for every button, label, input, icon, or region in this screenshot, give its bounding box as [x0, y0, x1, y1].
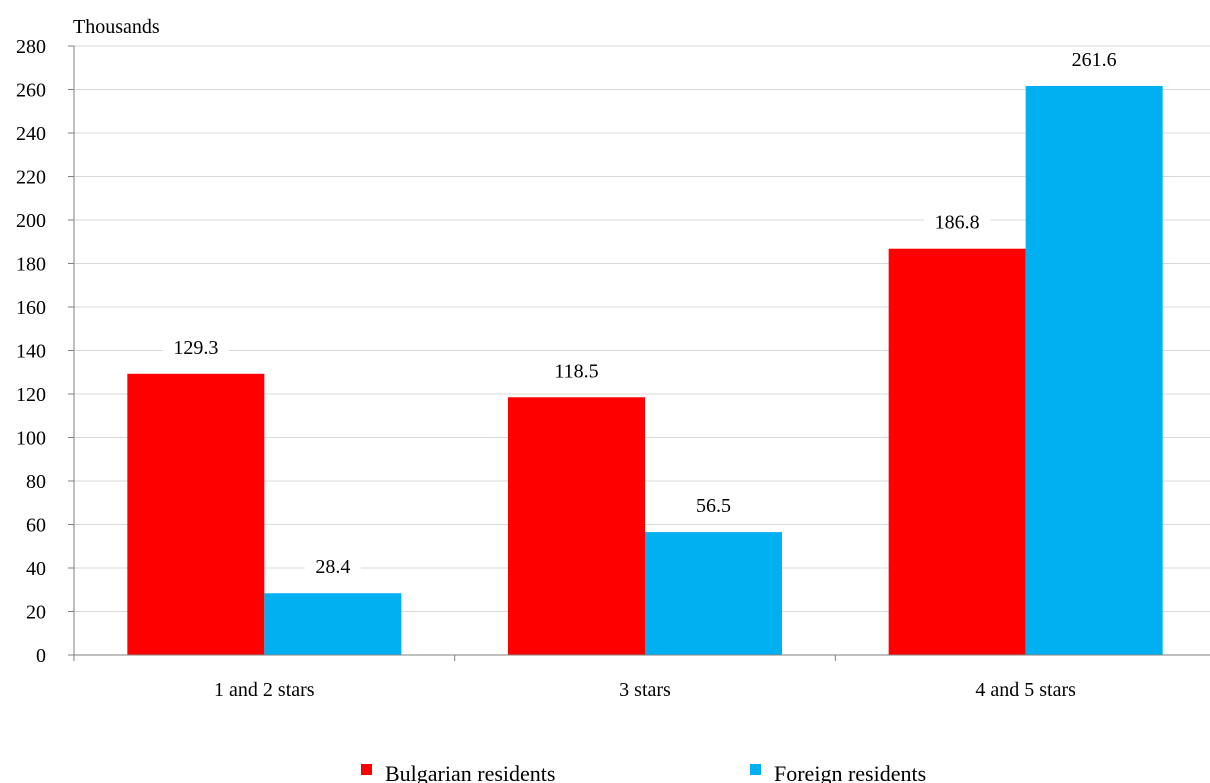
x-category-label: 4 and 5 stars [975, 679, 1076, 701]
y-tick-label: 80 [26, 471, 46, 493]
data-label-foreign-residents-4-and-5-stars: 261.6 [1072, 49, 1117, 71]
bar-foreign-residents-3-stars [645, 532, 782, 655]
bar-bulgarian-residents-4-and-5-stars [888, 248, 1026, 655]
y-tick-label: 40 [26, 558, 46, 580]
y-tick-label: 140 [16, 341, 46, 363]
y-tick-label: 220 [16, 167, 46, 189]
x-axis-ticks [73, 655, 836, 661]
legend-label-bulgarian-residents: Bulgarian residents [385, 761, 555, 783]
data-label-background [304, 555, 361, 580]
data-label-background [924, 210, 991, 235]
bar-foreign-residents-1-and-2-stars [264, 593, 402, 655]
bars [127, 86, 1163, 655]
data-label-background [543, 359, 610, 384]
data-label-foreign-residents-3-stars: 56.5 [696, 495, 731, 517]
y-tick-label: 240 [16, 123, 46, 145]
y-unit-label: Thousands [73, 16, 160, 38]
y-axis-ticks: 0 20 40 60 80 100 120 140 160 180 200 220 240 260 280 [16, 36, 74, 667]
legend-swatch-bulgarian-residents [361, 764, 372, 775]
y-tick-label: 100 [16, 428, 46, 450]
data-label-background [685, 494, 742, 519]
data-label-bulgarian-residents-3-stars: 118.5 [554, 360, 598, 382]
bar-foreign-residents-4-and-5-stars [1025, 86, 1163, 655]
bar-bulgarian-residents-1-and-2-stars [127, 373, 265, 655]
bar-bulgarian-residents-3-stars [508, 397, 645, 655]
y-tick-label: 60 [26, 515, 46, 537]
y-tick-label: 200 [16, 210, 46, 232]
y-tick-label: 180 [16, 254, 46, 276]
x-category-label: 1 and 2 stars [214, 679, 315, 701]
legend-swatch-foreign-residents [750, 764, 761, 775]
y-tick-label: 260 [16, 80, 46, 102]
y-tick-label: 280 [16, 36, 46, 58]
legend: Bulgarian residents Foreign residents [361, 761, 926, 783]
data-label-foreign-residents-1-and-2-stars: 28.4 [315, 556, 350, 578]
data-labels: 129.3 28.4 118.5 56.5 186.8 261.6 [162, 48, 1128, 580]
category-labels: 1 and 2 stars 3 stars 4 and 5 stars [214, 679, 1076, 701]
y-tick-label: 20 [26, 602, 46, 624]
y-tick-label: 0 [36, 645, 46, 667]
data-label-background [1061, 48, 1128, 73]
x-category-label: 3 stars [619, 679, 671, 701]
y-tick-label: 160 [16, 297, 46, 319]
data-label-background [162, 335, 229, 360]
data-label-bulgarian-residents-1-and-2-stars: 129.3 [173, 337, 218, 359]
y-tick-label: 120 [16, 384, 46, 406]
legend-label-foreign-residents: Foreign residents [774, 761, 926, 783]
data-label-bulgarian-residents-4-and-5-stars: 186.8 [935, 212, 980, 234]
